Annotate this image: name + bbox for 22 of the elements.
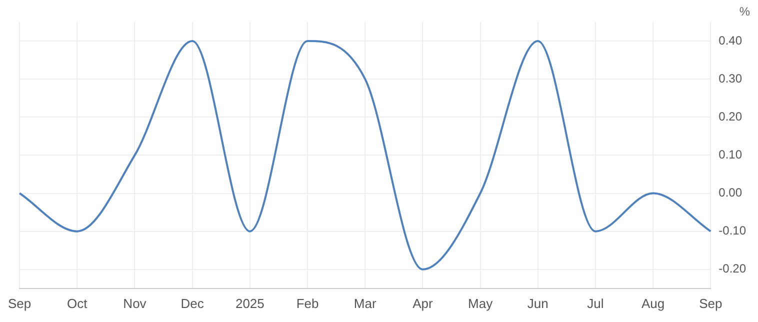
x-tick-label: Mar: [354, 296, 377, 311]
x-tick-label: Jun: [527, 296, 548, 311]
x-tick-label: Sep: [699, 296, 722, 311]
x-tick-label: Nov: [123, 296, 147, 311]
x-tick-label: Oct: [67, 296, 88, 311]
y-tick-label: -0.10: [718, 224, 746, 238]
x-tick-label: Jul: [587, 296, 604, 311]
y-tick-label: 0.20: [718, 109, 742, 124]
y-tick-label: 0.30: [718, 71, 742, 86]
x-tick-label: Feb: [296, 296, 319, 311]
y-tick-label: 0.40: [718, 33, 742, 48]
x-tick-label: Sep: [8, 296, 32, 311]
line-series: [18, 40, 712, 270]
y-tick-label: 0.10: [718, 148, 742, 162]
y-tick-label: -0.20: [718, 262, 746, 276]
x-tick-label: 2025: [235, 296, 264, 311]
x-tick-label: May: [468, 296, 494, 311]
x-tick-label: Aug: [641, 296, 665, 311]
y-axis-title: %: [739, 4, 750, 18]
y-tick-label: 0.00: [718, 186, 742, 200]
x-tick-label: Apr: [412, 296, 434, 311]
x-tick-label: Dec: [180, 296, 204, 311]
